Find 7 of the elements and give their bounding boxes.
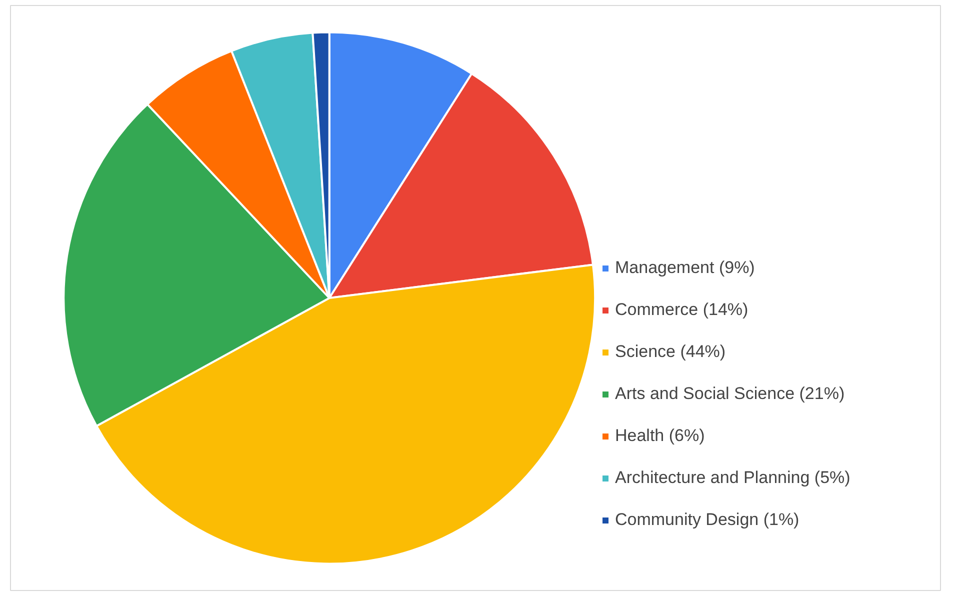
legend-label: Community Design (1%) — [615, 510, 800, 530]
legend-label: Science (44%) — [615, 342, 726, 362]
legend-label: Health (6%) — [615, 426, 705, 446]
legend-label: Architecture and Planning (5%) — [615, 468, 850, 488]
legend-label: Arts and Social Science (21%) — [615, 384, 845, 404]
legend-label: Management (9%) — [615, 258, 755, 278]
legend-label: Commerce (14%) — [615, 300, 748, 320]
